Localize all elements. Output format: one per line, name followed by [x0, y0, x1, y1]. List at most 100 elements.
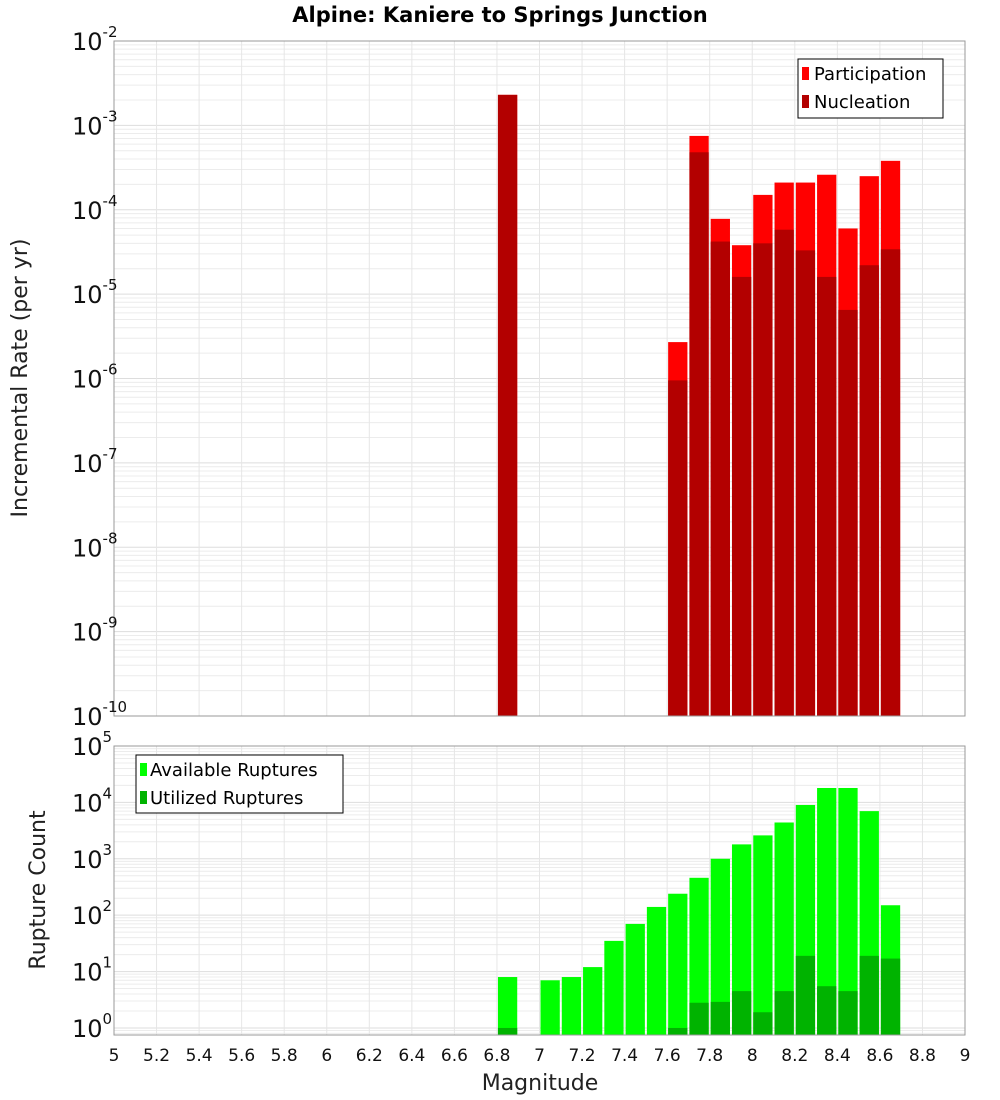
chart-title: Alpine: Kaniere to Springs Junction	[292, 3, 707, 27]
utilized-swatch	[140, 791, 147, 804]
count-bar-available-ruptures	[689, 877, 709, 1035]
count-bar-available-ruptures	[540, 980, 560, 1035]
utilized-legend-label: Utilized Ruptures	[150, 788, 303, 809]
count-bar-available-ruptures	[625, 923, 645, 1035]
x-tick-label: 8	[747, 1046, 758, 1066]
x-tick-label: 6.2	[356, 1046, 383, 1066]
count-bar-utilized-ruptures	[774, 991, 794, 1035]
rate-bar-nucleation	[774, 229, 794, 717]
x-tick-label: 7.4	[611, 1046, 638, 1066]
rate-y-tick-label: 10-8	[72, 529, 118, 562]
x-tick-label: 5.2	[143, 1046, 170, 1066]
count-panel: 100 101 102 103 104 105 5 5.2 5.4 5.6 5.8 6 6.2 6.4 6…	[26, 728, 970, 1096]
count-bar-utilized-ruptures	[710, 1001, 730, 1035]
count-bar-utilized-ruptures	[838, 991, 858, 1035]
count-bar-utilized-ruptures	[859, 955, 879, 1035]
available-legend-label: Available Ruptures	[150, 760, 318, 781]
count-legend: Available Ruptures Utilized Ruptures	[135, 754, 344, 814]
count-y-ticks: 100 101 102 103 104 105	[72, 728, 112, 1043]
rate-bar-nucleation	[689, 152, 709, 716]
count-bar-available-ruptures	[583, 967, 603, 1035]
count-bar-available-ruptures	[710, 858, 730, 1035]
x-tick-label: 7	[534, 1046, 545, 1066]
count-y-tick-label: 102	[72, 897, 112, 930]
count-bar-utilized-ruptures	[880, 958, 901, 1035]
rate-legend-box	[797, 58, 944, 119]
rate-y-axis-label: Incremental Rate (per yr)	[8, 239, 33, 518]
count-y-tick-label: 105	[72, 728, 112, 761]
rate-y-tick-label: 10-7	[72, 445, 118, 478]
x-tick-label: 7.8	[696, 1046, 723, 1066]
x-tick-label: 5.8	[271, 1046, 298, 1066]
count-bar-available-ruptures	[646, 906, 667, 1035]
count-y-tick-label: 100	[72, 1010, 112, 1043]
nucleation-legend-label: Nucleation	[814, 92, 910, 113]
rate-bar-nucleation	[753, 243, 773, 717]
rate-y-tick-label: 10-9	[72, 614, 118, 647]
count-bars	[497, 787, 901, 1035]
count-y-axis-label: Rupture Count	[26, 810, 51, 970]
x-tick-label: 8.2	[781, 1046, 808, 1066]
count-bar-utilized-ruptures	[817, 986, 837, 1035]
x-tick-label: 8.8	[909, 1046, 936, 1066]
count-y-tick-label: 103	[72, 841, 112, 874]
rate-y-tick-label: 10-6	[72, 361, 118, 394]
count-x-ticks: 5 5.2 5.4 5.6 5.8 6 6.2 6.4 6.6 6.8 7 7.2 7.4 7.6 7.8 8…	[109, 1046, 971, 1066]
rate-y-tick-label: 10-4	[72, 192, 118, 225]
rate-y-tick-label: 10-2	[72, 23, 118, 56]
rate-bar-nucleation	[710, 241, 730, 717]
count-bar-available-ruptures	[561, 977, 582, 1035]
count-y-tick-label: 104	[72, 784, 112, 817]
count-bar-utilized-ruptures	[668, 1027, 688, 1035]
count-bar-available-ruptures	[817, 787, 837, 1035]
x-tick-label: 8.6	[866, 1046, 893, 1066]
count-bar-utilized-ruptures	[795, 955, 816, 1035]
x-axis-label: Magnitude	[482, 1071, 599, 1096]
x-tick-label: 6.4	[398, 1046, 425, 1066]
rate-legend: Participation Nucleation	[797, 58, 944, 119]
x-tick-label: 6.6	[441, 1046, 468, 1066]
x-tick-label: 7.6	[654, 1046, 681, 1066]
x-tick-label: 5	[109, 1046, 120, 1066]
rate-y-tick-label: 10-5	[72, 276, 118, 309]
participation-legend-label: Participation	[814, 64, 926, 85]
rate-plot-border	[113, 40, 966, 717]
count-bar-available-ruptures	[497, 977, 518, 1035]
rate-bar-nucleation	[497, 94, 518, 716]
count-plot-border	[113, 745, 966, 1036]
count-bar-utilized-ruptures	[689, 1002, 709, 1035]
count-y-tick-label: 101	[72, 954, 112, 987]
nucleation-swatch	[802, 95, 809, 108]
count-bar-available-ruptures	[838, 787, 858, 1035]
rate-panel: 10-10 10-9 10-8 10-7 10-6 10-5 10-4 10-3 10-2 In…	[8, 23, 966, 731]
rate-bar-nucleation	[859, 265, 879, 716]
x-tick-label: 8.4	[824, 1046, 851, 1066]
rate-bar-nucleation	[668, 380, 688, 716]
x-tick-label: 9	[960, 1046, 971, 1066]
rate-y-tick-label: 10-3	[72, 107, 118, 140]
x-tick-label: 6.8	[483, 1046, 510, 1066]
rate-bar-nucleation	[795, 250, 816, 717]
rate-gridlines	[113, 40, 966, 717]
rate-bars	[497, 94, 901, 717]
participation-swatch	[802, 67, 809, 80]
rate-y-tick-label: 10-10	[72, 698, 127, 731]
rate-bar-nucleation	[838, 309, 858, 716]
x-tick-label: 6	[321, 1046, 332, 1066]
count-bar-available-ruptures	[731, 844, 752, 1035]
count-legend-box	[135, 754, 344, 814]
x-tick-label: 5.4	[186, 1046, 213, 1066]
available-swatch	[140, 763, 147, 776]
x-tick-label: 7.2	[569, 1046, 596, 1066]
rate-bar-nucleation	[817, 276, 837, 716]
count-bar-available-ruptures	[604, 940, 624, 1035]
count-bar-available-ruptures	[774, 822, 794, 1035]
rate-y-ticks: 10-10 10-9 10-8 10-7 10-6 10-5 10-4 10-3 10-2	[72, 23, 127, 731]
count-bar-utilized-ruptures	[731, 991, 752, 1035]
rate-bar-nucleation	[880, 249, 901, 716]
rate-bar-nucleation	[731, 276, 752, 716]
count-bar-utilized-ruptures	[753, 1012, 773, 1035]
count-bar-utilized-ruptures	[497, 1027, 518, 1035]
count-bar-available-ruptures	[668, 893, 688, 1035]
